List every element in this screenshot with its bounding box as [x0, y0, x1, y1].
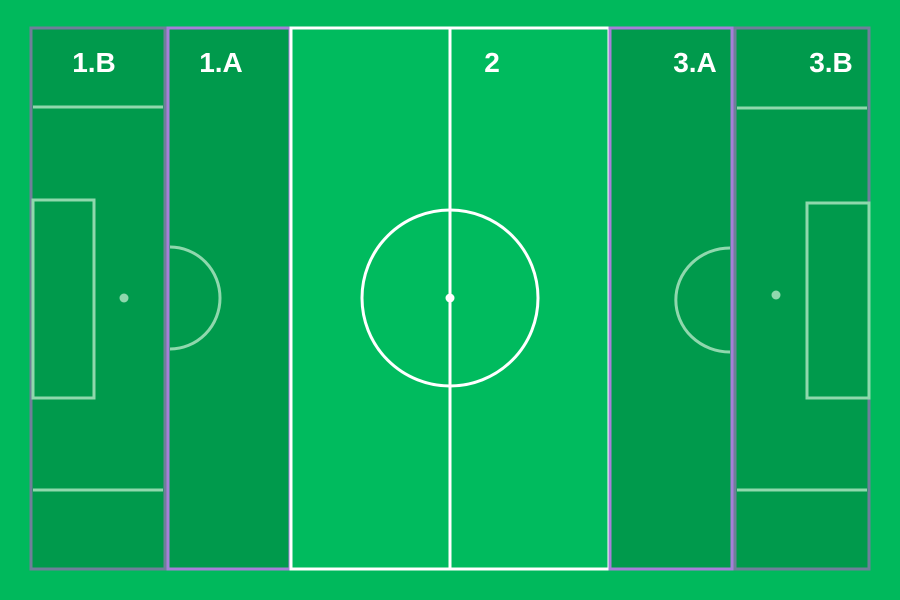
zone-3a-area [608, 26, 734, 571]
center-spot [445, 293, 455, 303]
right-penalty-arc [674, 246, 731, 354]
zone-3a [608, 26, 734, 571]
left-penalty-arc [169, 245, 222, 351]
zone-1b [29, 26, 167, 571]
zone-label-3a: 3.A [673, 47, 717, 78]
right-penalty-spot [771, 290, 781, 300]
zone-label-1a: 1.A [199, 47, 243, 78]
right-penalty-box [805, 201, 871, 400]
zone-1b-area [29, 26, 167, 571]
zone-label-2: 2 [484, 47, 500, 78]
center-circle [360, 208, 540, 388]
zone-label-3b: 3.B [809, 47, 853, 78]
left-penalty-box [31, 198, 96, 400]
zone-3b-area [733, 26, 871, 571]
zone-1a-area [166, 26, 292, 571]
left-penalty-spot [119, 293, 129, 303]
zone-2 [289, 26, 611, 571]
zone-label-1b: 1.B [72, 47, 116, 78]
zone-1a [166, 26, 292, 571]
zone-3b [733, 26, 871, 571]
